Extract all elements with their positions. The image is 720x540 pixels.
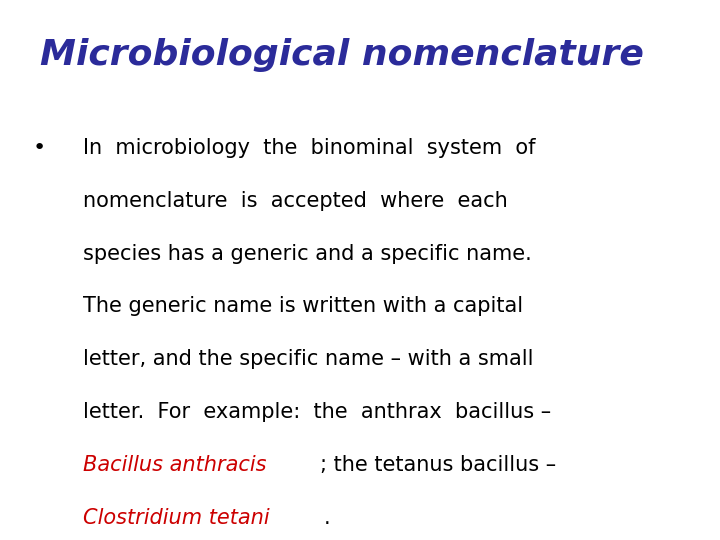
Text: Clostridium tetani: Clostridium tetani — [83, 508, 269, 528]
Text: species has a generic and a specific name.: species has a generic and a specific nam… — [83, 244, 531, 264]
Text: nomenclature  is  accepted  where  each: nomenclature is accepted where each — [83, 191, 508, 211]
Text: Microbiological nomenclature: Microbiological nomenclature — [40, 38, 644, 72]
Text: •: • — [32, 138, 45, 158]
Text: In  microbiology  the  binominal  system  of: In microbiology the binominal system of — [83, 138, 535, 158]
Text: Bacillus anthracis: Bacillus anthracis — [83, 455, 266, 475]
Text: ; the tetanus bacillus –: ; the tetanus bacillus – — [320, 455, 556, 475]
Text: letter, and the specific name – with a small: letter, and the specific name – with a s… — [83, 349, 534, 369]
Text: .: . — [323, 508, 330, 528]
Text: The generic name is written with a capital: The generic name is written with a capit… — [83, 296, 523, 316]
Text: letter.  For  example:  the  anthrax  bacillus –: letter. For example: the anthrax bacillu… — [83, 402, 551, 422]
